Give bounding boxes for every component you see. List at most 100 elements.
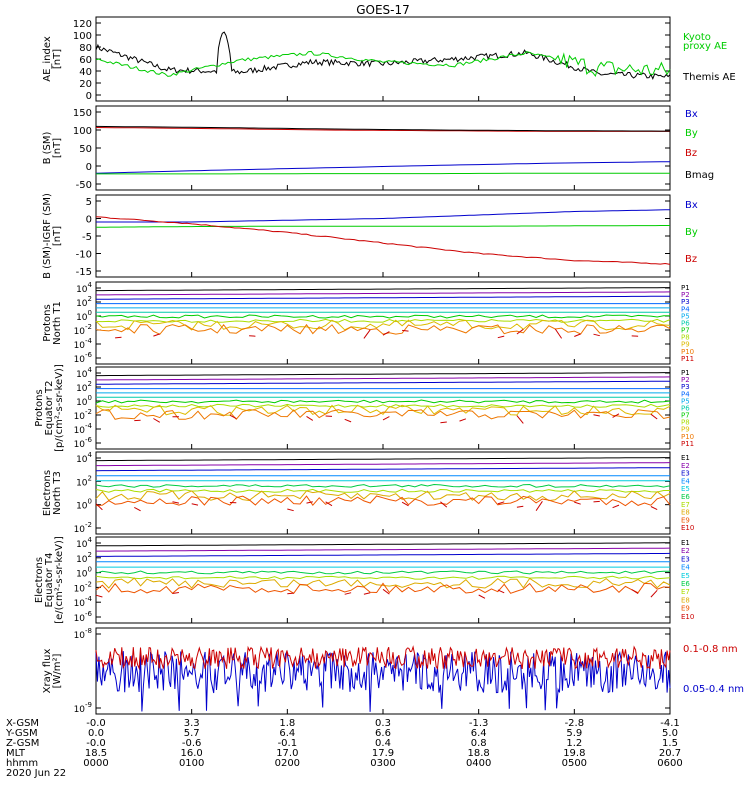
ephemeris-value: -2.8	[565, 718, 585, 729]
ephemeris-value: 0.4	[375, 738, 391, 749]
series-channel-e10	[650, 589, 658, 598]
series-channel-e10	[574, 501, 581, 505]
series-channel-p11	[516, 415, 524, 424]
ephemeris-value: 0600	[657, 758, 682, 769]
channel-label: E1	[681, 539, 690, 547]
channel-label: E5	[681, 572, 690, 580]
channel-label: E3	[681, 470, 690, 478]
ephemeris-row-label: MLT	[6, 748, 26, 759]
ephemeris-value: 20.7	[659, 748, 681, 759]
ephemeris-value: 19.8	[563, 748, 585, 759]
y-tick-label: -10	[76, 250, 92, 261]
y-tick-label: 10-2	[74, 521, 92, 535]
ephemeris-value: -0.0	[86, 718, 106, 729]
series-channel-p3	[96, 380, 671, 385]
channel-label: P11	[681, 355, 694, 363]
channel-label: E6	[681, 580, 690, 588]
series-channel-p11	[382, 331, 390, 336]
series-channel-p2	[96, 376, 671, 381]
series-channel-e10	[535, 501, 543, 511]
y-tick-label: 10-2	[74, 580, 92, 594]
channel-label: E9	[681, 605, 690, 613]
x-axis-ephemeris: X-GSM -0.0 3.3 1.8 0.3 -1.3 -2.8 -4.1 Y-GSM 0.0 5.…	[5, 718, 683, 779]
ephemeris-value: -0.0	[86, 738, 106, 749]
channel-label: E2	[681, 462, 690, 470]
series-channel-p11	[459, 418, 467, 422]
series-channel-e10	[497, 589, 505, 594]
channel-label: P11	[681, 440, 694, 448]
legend-entry: Bx	[685, 200, 698, 211]
series-channel-e9	[95, 582, 671, 594]
y-tick-label: 102	[76, 380, 92, 394]
plot-title: GOES-17	[356, 3, 410, 17]
series-channel-e1	[96, 457, 670, 462]
ephemeris-value: 0.8	[471, 738, 487, 749]
series-channel-p11	[593, 414, 600, 417]
series-channel-p2	[96, 291, 671, 296]
channel-label: E8	[681, 509, 690, 517]
legend-entry: Bz	[685, 148, 697, 159]
series-channel-e8	[95, 577, 671, 589]
series-channel-e10	[287, 508, 294, 512]
series-bx	[95, 161, 671, 174]
y-tick-label: 10-2	[74, 408, 92, 422]
series-channel-e10	[401, 501, 409, 507]
series-channel-p10	[95, 323, 671, 335]
series-bmag	[95, 125, 670, 132]
y-tick-label: 10-4	[74, 595, 93, 609]
panel-frame	[95, 194, 671, 278]
series-channel-p11	[574, 333, 581, 337]
panel-pet2: Protons Equator T2 [p/(cm²-s-sr-keV)] 10410…	[34, 364, 694, 452]
series-channel-e10	[344, 592, 352, 595]
channel-label: P4	[681, 390, 690, 398]
ephemeris-value: 5.7	[184, 728, 200, 739]
series-channel-p11	[516, 328, 524, 335]
series-channel-e1	[96, 542, 670, 547]
date-label: 2020 Jun 22	[6, 768, 66, 779]
channel-label: P9	[681, 426, 690, 434]
series-xray-0.05-0.4nm	[95, 649, 671, 712]
ephemeris-row-label: Y-GSM	[5, 728, 38, 739]
ephemeris-value: 0000	[83, 758, 108, 769]
legend-entry: Bz	[685, 254, 697, 265]
y-axis-label: Equator T4	[44, 553, 55, 608]
series-by	[95, 225, 670, 228]
panel-frame	[95, 105, 671, 191]
y-axis-label: [nT]	[52, 226, 63, 246]
legend-entry: Kyoto	[683, 32, 711, 43]
legend-entry: 0.05-0.4 nm	[683, 684, 744, 695]
legend-entry: Bx	[685, 109, 698, 120]
legend-entry: By	[685, 227, 698, 238]
series-channel-p11	[344, 418, 352, 423]
y-tick-label: 100	[76, 566, 92, 580]
y-tick-label: 10-4	[74, 422, 93, 436]
series-channel-e10	[440, 501, 448, 508]
series-channel-e10	[172, 592, 179, 594]
legend-entry: 0.1-0.8 nm	[683, 644, 738, 655]
y-tick-label: 10-6	[74, 610, 93, 624]
series-channel-e7	[95, 488, 670, 493]
ephemeris-value: -1.3	[469, 718, 489, 729]
ephemeris-row-label: hhmm	[6, 758, 38, 769]
y-axis-label: [W/m²]	[52, 653, 63, 688]
series-channel-p3	[96, 295, 671, 300]
channel-label: P6	[681, 319, 690, 327]
ephemeris-value: 17.9	[372, 748, 394, 759]
y-tick-label: 10-2	[74, 323, 92, 337]
y-axis-label: North T1	[52, 301, 63, 345]
y-tick-label: 120	[73, 19, 92, 30]
series-channel-p11	[229, 414, 237, 420]
y-tick-label: 10-6	[74, 436, 93, 450]
y-tick-label: 20	[79, 79, 92, 90]
y-tick-label: 0	[86, 91, 92, 102]
channel-label: P3	[681, 383, 690, 391]
series-channel-e7	[95, 575, 671, 580]
series-channel-p11	[153, 418, 161, 423]
series-bx	[96, 209, 670, 223]
y-tick-label: 100	[73, 126, 92, 137]
y-tick-label: 150	[73, 108, 92, 119]
channel-label: P5	[681, 312, 690, 320]
channel-label: P2	[681, 291, 690, 299]
